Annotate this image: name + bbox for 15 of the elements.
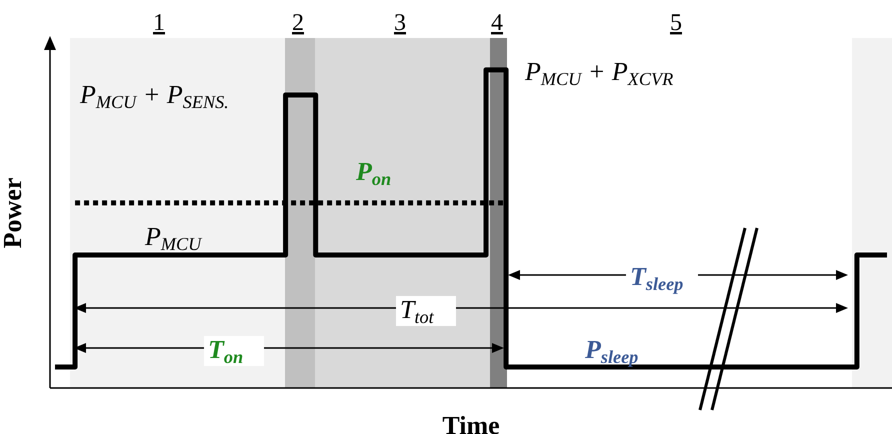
annotation: P$_{sleep}$ <box>584 335 638 366</box>
text: 1 <box>153 10 165 36</box>
annotation: P$_{MCU}$ + P$_{XCVR}$ <box>524 57 674 88</box>
text: 2 <box>292 10 304 36</box>
annotation: P$_{MCU}$ + P$_{SENS.}$ <box>79 80 229 112</box>
annotation: T$_{sleep}$ <box>630 262 684 294</box>
text: 4 <box>491 10 503 36</box>
annotation: P$_{MCU}$ <box>144 222 204 254</box>
text: 3 <box>394 10 406 36</box>
annotation: P$_{on}$ <box>355 157 392 188</box>
x-axis-title: Time <box>442 411 500 434</box>
y-axis-title: Power <box>0 178 28 248</box>
text: 5 <box>670 10 682 36</box>
annotation: T$_{tot}$ <box>400 295 435 326</box>
annotation: T$_{on}$ <box>208 335 244 366</box>
